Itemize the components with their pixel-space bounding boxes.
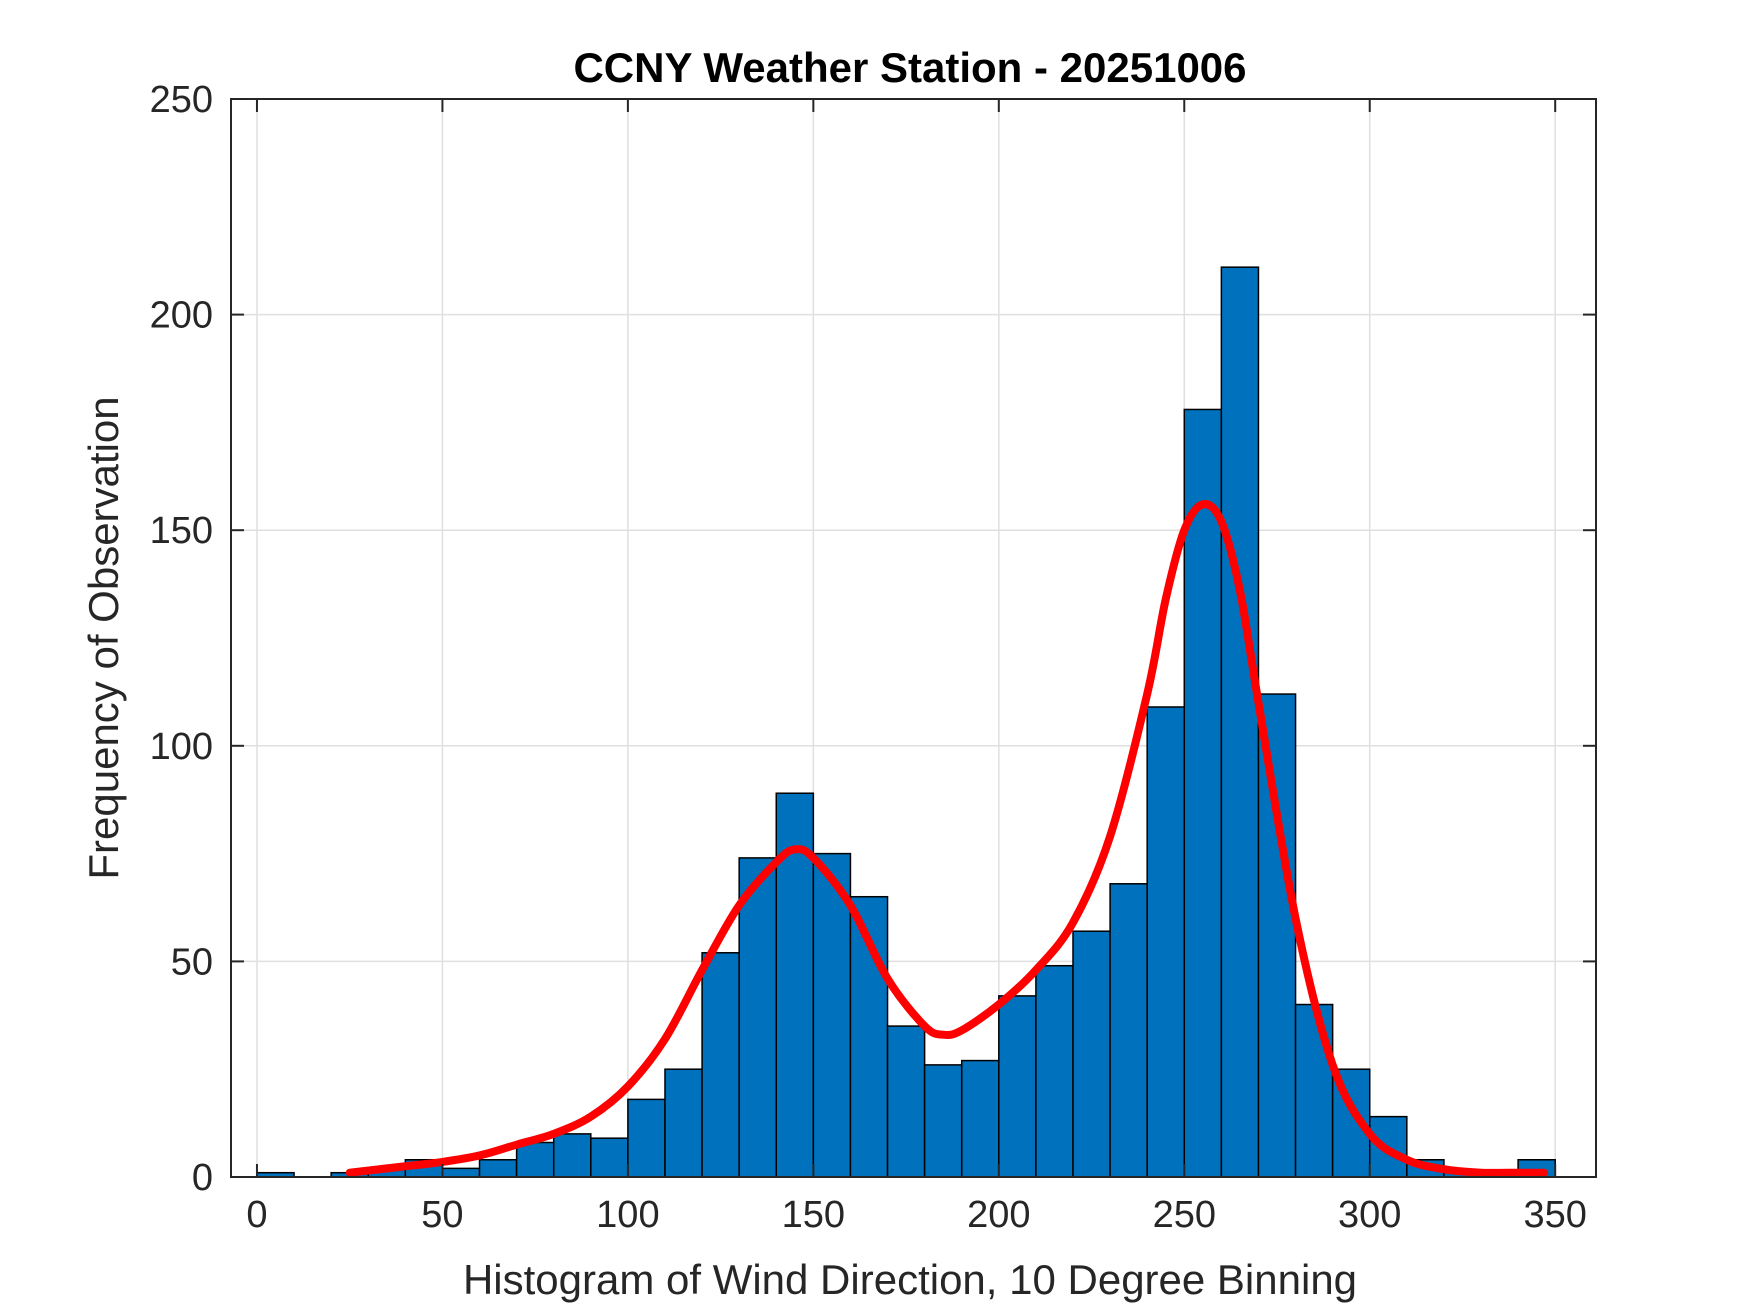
fit-curve	[345, 500, 1549, 1177]
plot-area-frame	[230, 98, 1597, 1178]
x-axis-label: Histogram of Wind Direction, 10 Degree B…	[463, 1256, 1357, 1303]
histogram-bar	[1183, 408, 1223, 1178]
x-tick-label: 50	[421, 1194, 463, 1236]
histogram-bar	[1109, 883, 1148, 1178]
y-tick-label: 100	[150, 726, 213, 768]
histogram-bar	[627, 1098, 666, 1178]
histogram-bar	[960, 1059, 1000, 1178]
histogram-bar	[478, 1159, 518, 1178]
x-tick-label: 250	[1153, 1194, 1216, 1236]
histogram-bar	[441, 1167, 481, 1178]
histogram-bar	[1220, 266, 1260, 1178]
y-tick-label: 200	[150, 295, 213, 337]
histogram-bar	[998, 995, 1037, 1178]
y-axis-label: Frequency of Observation	[80, 396, 127, 879]
histogram-bar	[664, 1068, 703, 1178]
histogram-bar	[552, 1133, 592, 1178]
histogram-bar	[1072, 930, 1111, 1178]
histogram-bar	[1035, 964, 1074, 1178]
x-tick-label: 300	[1338, 1194, 1401, 1236]
histogram-bar	[701, 952, 740, 1178]
histogram-bar	[738, 857, 778, 1178]
y-tick-label: 150	[150, 510, 213, 552]
histogram-bar	[923, 1064, 963, 1178]
y-tick-labels: 0 50 100 150 200 250	[150, 79, 213, 1199]
x-tick-label: 350	[1523, 1194, 1586, 1236]
y-tick-label: 50	[171, 941, 213, 983]
histogram-bar	[1146, 706, 1186, 1178]
y-tick-label: 0	[192, 1157, 213, 1199]
x-tick-label: 0	[246, 1194, 267, 1236]
chart-title: CCNY Weather Station - 20251006	[573, 44, 1246, 91]
histogram-bars	[256, 266, 1556, 1178]
x-tick-label: 200	[967, 1194, 1030, 1236]
histogram-bar	[590, 1137, 629, 1178]
y-tick-label: 250	[150, 79, 213, 121]
x-tick-label: 150	[782, 1194, 845, 1236]
x-tick-label: 100	[596, 1194, 659, 1236]
histogram-bar	[1257, 693, 1297, 1178]
histogram-bar	[515, 1141, 555, 1178]
fit-curve-layer	[345, 500, 1549, 1177]
axis-ticks	[231, 98, 1596, 1178]
histogram-bar	[886, 1025, 926, 1178]
histogram-bar	[1294, 1003, 1334, 1178]
x-tick-labels: 0 50 100 150 200 250 300 350	[246, 1194, 1587, 1236]
